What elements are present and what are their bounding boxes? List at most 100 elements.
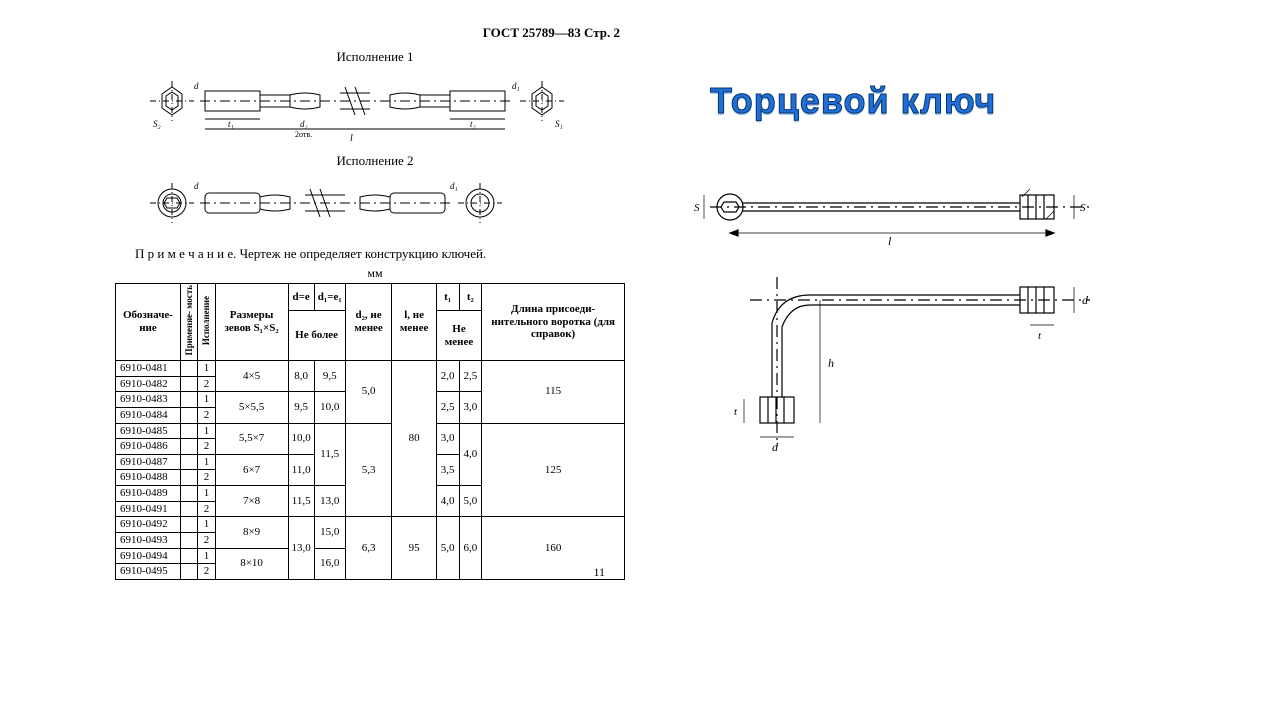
cell: 6910-0489 xyxy=(116,486,181,502)
cell: 9,5 xyxy=(288,392,314,423)
drawing-isp1: l t₁ t₂ d₂ 2отв. S₂ S₁ d d₁ xyxy=(140,69,610,149)
th-nm1: Не менее xyxy=(436,311,481,361)
cell: 2 xyxy=(198,439,215,455)
cell: 5,5×7 xyxy=(215,423,288,454)
cell: 8×10 xyxy=(215,548,288,579)
cell: 6910-0492 xyxy=(116,517,181,533)
cell: 3,0 xyxy=(436,423,459,454)
main-title: Торцевой ключ xyxy=(710,80,1230,122)
right-panel: Торцевой ключ l S xyxy=(690,80,1230,502)
table-row: 6910-048114×58,09,55,0802,02,5115 xyxy=(116,360,625,376)
cell: 6,0 xyxy=(459,517,482,580)
cell: 125 xyxy=(482,423,625,517)
svg-text:h: h xyxy=(828,356,834,370)
th-oboz: Обозначе- ние xyxy=(116,284,181,361)
svg-text:d: d xyxy=(194,81,199,91)
cell xyxy=(180,392,197,408)
cell: 11,5 xyxy=(314,423,345,486)
cell: 115 xyxy=(482,360,625,423)
cell xyxy=(180,360,197,376)
cell: 16,0 xyxy=(314,548,345,579)
cell: 6910-0491 xyxy=(116,501,181,517)
cell: 7×8 xyxy=(215,486,288,517)
gost-page: ГОСТ 25789—83 Стр. 2 Исполнение 1 xyxy=(115,25,635,580)
cell: 2 xyxy=(198,533,215,549)
cell xyxy=(180,548,197,564)
svg-text:t: t xyxy=(734,406,738,418)
cell: 1 xyxy=(198,423,215,439)
cell: 1 xyxy=(198,486,215,502)
cell: 1 xyxy=(198,548,215,564)
th-d1e1: d₁=e₁ xyxy=(314,284,345,311)
note: П р и м е ч а н и е. Чертеж не определяе… xyxy=(135,246,635,262)
cell: 95 xyxy=(392,517,436,580)
cell: 1 xyxy=(198,454,215,470)
cell: 2 xyxy=(198,470,215,486)
th-size: Размеры зевов S₁×S₂ xyxy=(215,284,288,361)
svg-text:d₂: d₂ xyxy=(300,119,308,129)
th-nb1: Не более xyxy=(288,311,345,361)
socket-wrench-drawing: l S S xyxy=(690,167,1120,497)
table-row: 6910-048515,5×710,011,55,33,04,0125 xyxy=(116,423,625,439)
svg-text:t: t xyxy=(1038,330,1042,342)
cell: 6×7 xyxy=(215,454,288,485)
cell: 3,0 xyxy=(459,392,482,423)
cell: 1 xyxy=(198,392,215,408)
cell: 1 xyxy=(198,360,215,376)
cell xyxy=(180,501,197,517)
cell: 10,0 xyxy=(288,423,314,454)
cell xyxy=(180,517,197,533)
th-prim: Применяе- мость xyxy=(180,284,197,361)
gost-header: ГОСТ 25789—83 Стр. 2 xyxy=(115,25,620,41)
svg-text:2отв.: 2отв. xyxy=(295,130,312,139)
dimensions-table: Обозначе- ние Применяе- мость Исполнение… xyxy=(115,283,625,580)
svg-text:S₁: S₁ xyxy=(555,119,563,129)
cell: 2,5 xyxy=(459,360,482,391)
cell: 15,0 xyxy=(314,517,345,548)
cell: 9,5 xyxy=(314,360,345,391)
svg-text:S₂: S₂ xyxy=(153,119,161,129)
svg-text:d: d xyxy=(194,181,199,191)
svg-text:l: l xyxy=(888,234,892,248)
cell xyxy=(180,407,197,423)
th-t1: t₁ xyxy=(436,284,459,311)
cell xyxy=(180,423,197,439)
isp1-label: Исполнение 1 xyxy=(115,49,635,65)
cell xyxy=(180,439,197,455)
cell: 2 xyxy=(198,407,215,423)
cell: 6910-0482 xyxy=(116,376,181,392)
cell: 5,0 xyxy=(459,486,482,517)
th-isp: Исполнение xyxy=(198,284,215,361)
cell: 6910-0495 xyxy=(116,564,181,580)
cell: 2 xyxy=(198,501,215,517)
cell: 4×5 xyxy=(215,360,288,391)
cell xyxy=(180,454,197,470)
svg-text:l: l xyxy=(350,133,353,144)
cell xyxy=(180,376,197,392)
th-vorot: Длина присоеди- нительного воротка (для … xyxy=(482,284,625,361)
cell: 6910-0488 xyxy=(116,470,181,486)
th-d2: d₂, не менее xyxy=(345,284,392,361)
cell: 6910-0483 xyxy=(116,392,181,408)
cell: 4,0 xyxy=(436,486,459,517)
th-l: l, не менее xyxy=(392,284,436,361)
cell: 11,5 xyxy=(288,486,314,517)
cell: 6910-0485 xyxy=(116,423,181,439)
cell: 2 xyxy=(198,564,215,580)
cell: 5×5,5 xyxy=(215,392,288,423)
cell: 5,0 xyxy=(345,360,392,423)
cell: 13,0 xyxy=(288,517,314,580)
mm-label: мм xyxy=(115,266,635,281)
cell: 5,0 xyxy=(436,517,459,580)
cell: 5,3 xyxy=(345,423,392,517)
cell: 3,5 xyxy=(436,454,459,485)
cell: 6910-0481 xyxy=(116,360,181,376)
cell: 8×9 xyxy=(215,517,288,548)
th-t2: t₂ xyxy=(459,284,482,311)
cell: 13,0 xyxy=(314,486,345,517)
svg-text:t₂: t₂ xyxy=(470,119,476,129)
cell: 2 xyxy=(198,376,215,392)
isp2-label: Исполнение 2 xyxy=(115,153,635,169)
cell: 10,0 xyxy=(314,392,345,423)
svg-text:d₁: d₁ xyxy=(512,81,520,91)
